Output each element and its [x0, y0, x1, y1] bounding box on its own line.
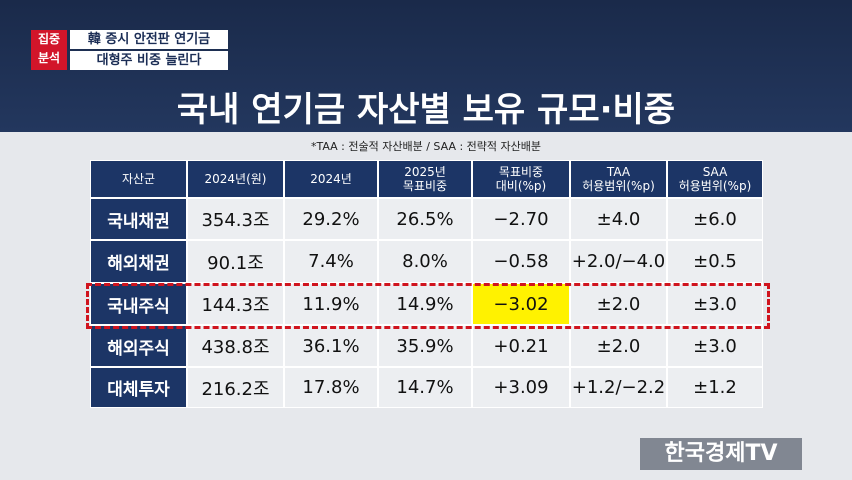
- cell: ±3.0: [667, 283, 763, 325]
- cell: 26.5%: [378, 198, 472, 240]
- cell: +1.2/−2.2: [570, 367, 667, 408]
- headline-tag: 韓 증시 안전판 연기금: [70, 30, 228, 49]
- badge-line: 집중: [37, 32, 61, 46]
- header-cell: 2024년(원): [187, 160, 284, 198]
- title: 국내 연기금 자산별 보유 규모·비중: [176, 90, 676, 130]
- row-label: 대체투자: [90, 367, 187, 408]
- header-text: 2024년(원): [204, 172, 267, 186]
- cell: 35.9%: [378, 325, 472, 367]
- cell: ±2.0: [570, 283, 667, 325]
- cell: 8.0%: [378, 240, 472, 283]
- cell: 36.1%: [284, 325, 378, 367]
- header-cell: SAA 허용범위(%p): [667, 160, 763, 198]
- row-label: 국내채권: [90, 198, 187, 240]
- cell: 354.3조: [187, 198, 284, 240]
- cell: 14.9%: [378, 283, 472, 325]
- cell: 17.8%: [284, 367, 378, 408]
- headline-tag: 대형주 비중 늘린다: [70, 51, 228, 70]
- cell: +0.21: [472, 325, 570, 367]
- cell: +3.09: [472, 367, 570, 408]
- cell: 90.1조: [187, 240, 284, 283]
- header-text: 2025년: [404, 165, 446, 179]
- cell: 11.9%: [284, 283, 378, 325]
- cell: 14.7%: [378, 367, 472, 408]
- cell: ±3.0: [667, 325, 763, 367]
- cell: 144.3조: [187, 283, 284, 325]
- header-cell: 목표비중 대비(%p): [472, 160, 570, 198]
- header-cell: 자산군: [90, 160, 187, 198]
- cell: 438.8조: [187, 325, 284, 367]
- cell: +2.0/−4.0: [570, 240, 667, 283]
- row-label: 해외주식: [90, 325, 187, 367]
- cell: ±6.0: [667, 198, 763, 240]
- cell: −0.58: [472, 240, 570, 283]
- row-label: 해외채권: [90, 240, 187, 283]
- cell: ±2.0: [570, 325, 667, 367]
- header-text: SAA: [702, 165, 728, 179]
- cell: ±1.2: [667, 367, 763, 408]
- cell: ±4.0: [570, 198, 667, 240]
- cell: −2.70: [472, 198, 570, 240]
- header-text: 대비(%p): [495, 179, 547, 193]
- cell: 216.2조: [187, 367, 284, 408]
- header-text: 목표비중: [498, 165, 544, 179]
- badge: 집중 분석: [31, 30, 67, 70]
- cell: ±0.5: [667, 240, 763, 283]
- header-text: 2024년: [310, 172, 352, 186]
- header-cell: 2024년: [284, 160, 378, 198]
- row-label: 국내주식: [90, 283, 187, 325]
- header-text: 자산군: [121, 172, 156, 186]
- cell: 7.4%: [284, 240, 378, 283]
- header-text: 허용범위(%p): [582, 179, 655, 193]
- header-text: TAA: [606, 165, 631, 179]
- header-text: 목표비중: [402, 179, 448, 193]
- note: *TAA : 전술적 자산배분 / SAA : 전략적 자산배분: [310, 140, 542, 153]
- highlight-box: [86, 283, 770, 329]
- badge-line: 분석: [37, 51, 61, 65]
- cell: 29.2%: [284, 198, 378, 240]
- header-text: 허용범위(%p): [678, 179, 752, 193]
- header-cell: TAA 허용범위(%p): [570, 160, 667, 198]
- header-cell: 2025년 목표비중: [378, 160, 472, 198]
- cell: −3.02: [472, 283, 570, 325]
- logo: 한국경제TV: [640, 438, 802, 470]
